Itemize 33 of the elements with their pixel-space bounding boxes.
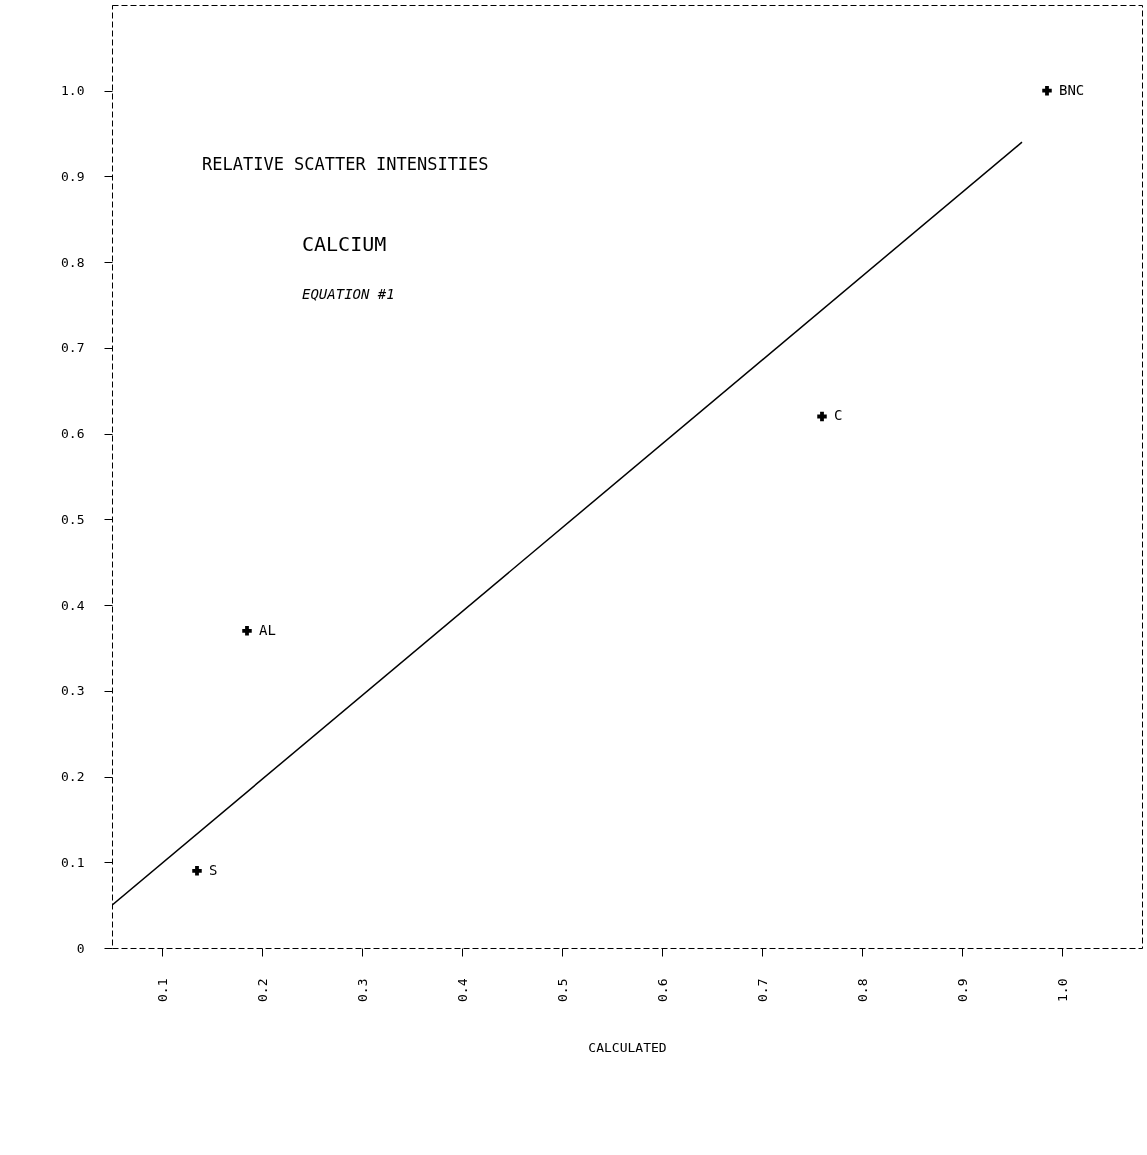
y-tick-label: 0.3 bbox=[61, 683, 85, 699]
point bbox=[242, 626, 252, 636]
point bbox=[192, 866, 202, 876]
x-tick-label: 1.0 bbox=[1054, 978, 1070, 1002]
x-tick-label: 0.7 bbox=[754, 978, 770, 1002]
point bbox=[1042, 85, 1052, 96]
x-tick-label: 0.5 bbox=[554, 978, 570, 1002]
y-tick-label: 0 bbox=[76, 940, 85, 956]
y-tick-label: 0.2 bbox=[61, 769, 85, 785]
x-tick-label: 0.9 bbox=[954, 978, 970, 1002]
annotation: C bbox=[834, 407, 843, 424]
y-tick-label: 1.0 bbox=[61, 83, 85, 99]
y-tick-label: 0.9 bbox=[61, 168, 85, 184]
annotation: RELATIVE SCATTER INTENSITIES bbox=[202, 154, 489, 174]
x-tick-label: 0.8 bbox=[854, 978, 870, 1002]
y-tick-label: 0.1 bbox=[61, 854, 85, 870]
y-tick-label: 0.6 bbox=[61, 426, 85, 442]
annotation: EQUATION #1 bbox=[302, 286, 395, 302]
y-tick-label: 0.5 bbox=[61, 511, 85, 527]
y-tick-label: 0.7 bbox=[61, 340, 85, 356]
x-tick-label: 0.4 bbox=[454, 978, 470, 1002]
annotation: CALCIUM bbox=[302, 232, 387, 256]
x-axis-title: CALCULATED bbox=[588, 1039, 667, 1055]
x-tick-label: 0.6 bbox=[654, 978, 670, 1002]
x-tick-label: 0.2 bbox=[254, 978, 270, 1002]
x-tick-label: 0.3 bbox=[354, 978, 370, 1002]
annotation: BNC bbox=[1059, 81, 1085, 98]
annotation: AL bbox=[259, 621, 276, 638]
x-tick-label: 0.1 bbox=[154, 978, 170, 1002]
y-tick-label: 0.4 bbox=[61, 597, 85, 613]
point bbox=[817, 411, 827, 422]
annotation: S bbox=[209, 861, 218, 878]
y-tick-label: 0.8 bbox=[61, 254, 85, 270]
